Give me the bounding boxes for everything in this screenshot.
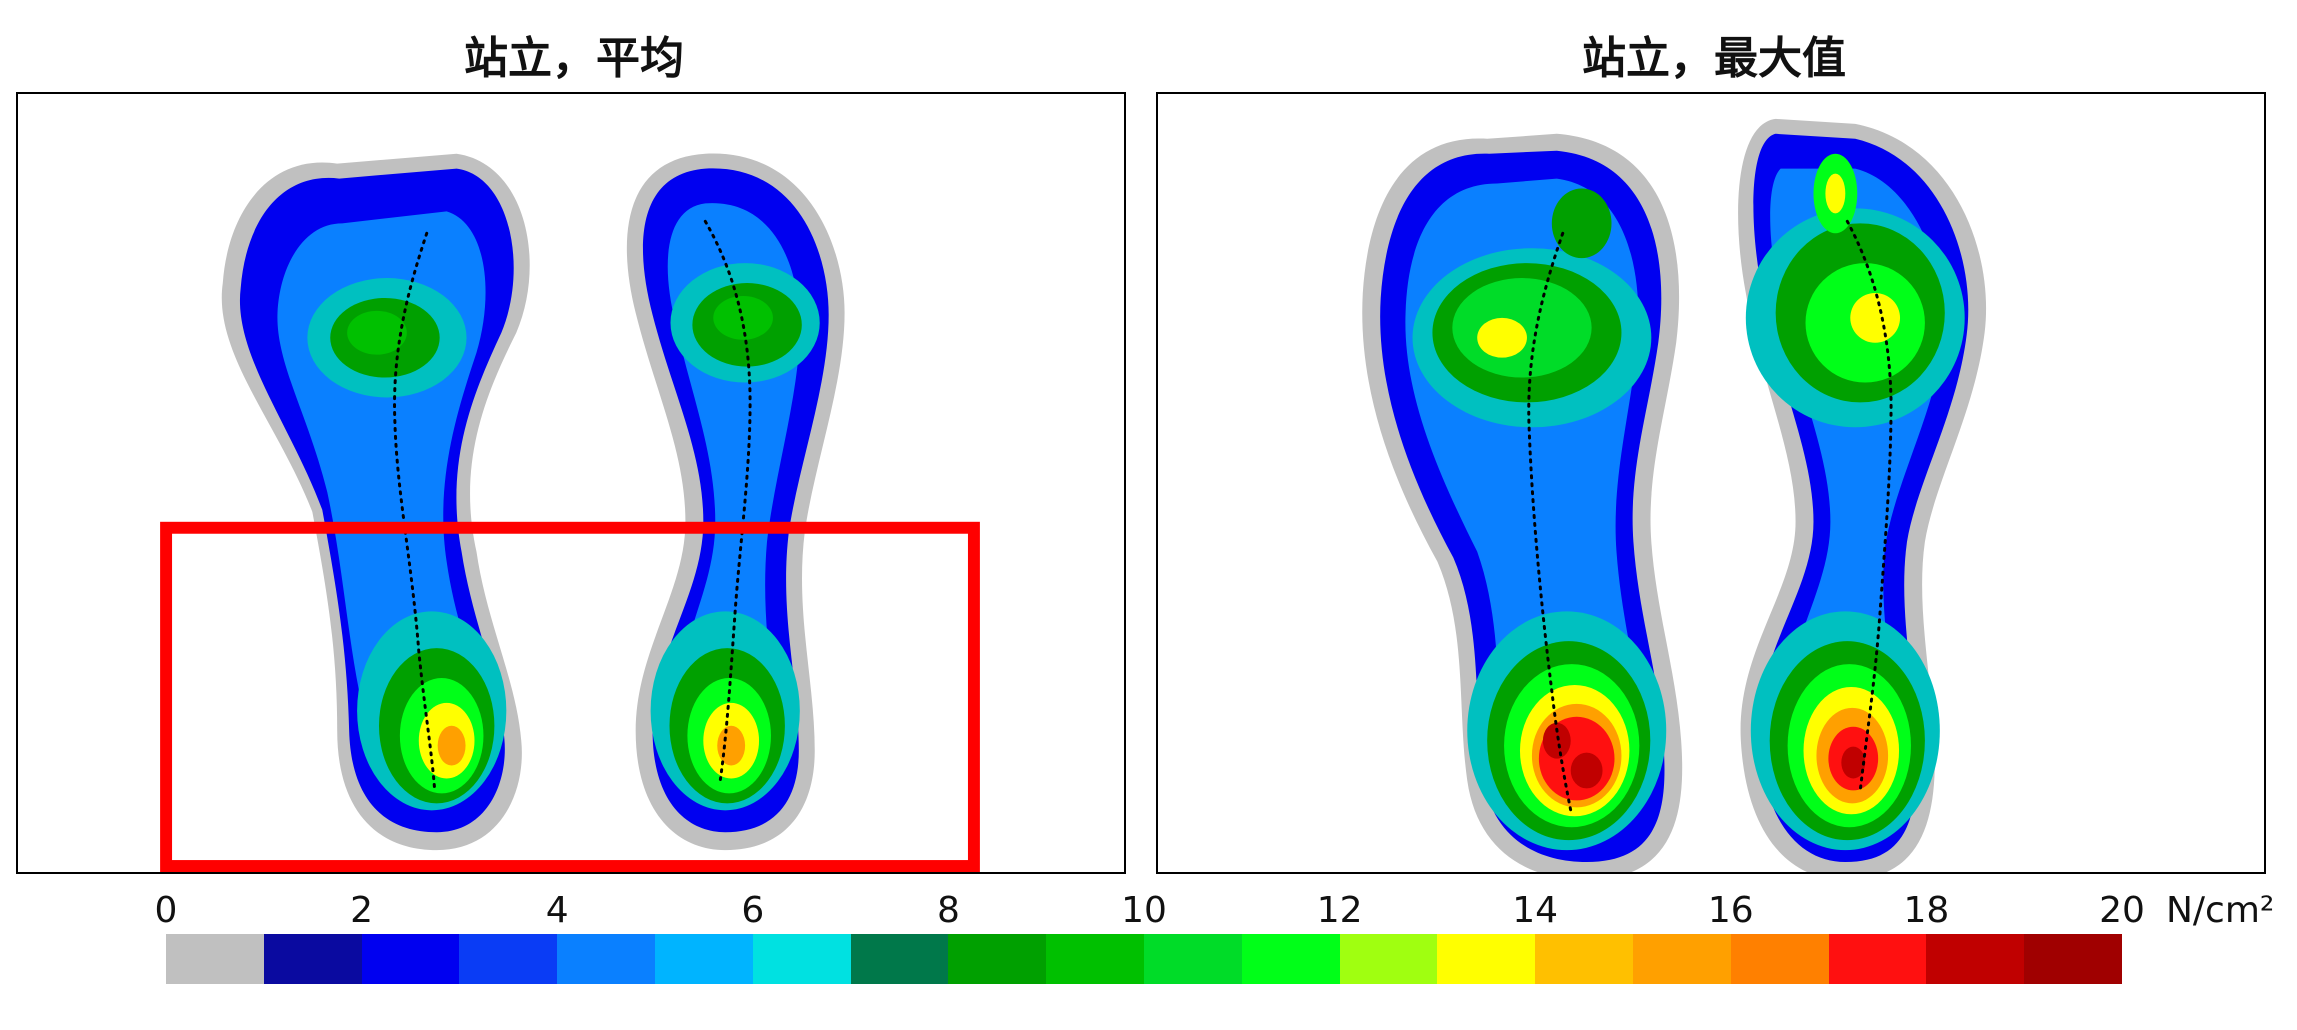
colorbar-swatch — [948, 934, 1047, 984]
colorbar-tick-label: 8 — [936, 890, 960, 931]
colorbar-swatch — [752, 934, 851, 984]
colorbar-tick-label: 0 — [154, 890, 178, 931]
colorbar-swatch — [850, 934, 949, 984]
left-foot-max-cop-trace — [1527, 231, 1574, 817]
colorbar-swatch — [1632, 934, 1731, 984]
average-pressure-map — [160, 153, 980, 872]
colorbar-swatch — [1241, 934, 1340, 984]
colorbar-tick-label: 10 — [1121, 890, 1167, 931]
colorbar-tick-label: 16 — [1707, 890, 1754, 931]
colorbar-swatch — [557, 934, 655, 984]
colorbar-swatch — [1926, 934, 2025, 984]
pressure-colorbar — [166, 934, 2122, 984]
colorbar-swatch — [2024, 934, 2122, 984]
max-pressure-panel — [1156, 92, 2266, 874]
colorbar-tick-label: 2 — [350, 890, 374, 931]
colorbar-swatch — [459, 934, 558, 984]
colorbar-swatch — [1535, 934, 1633, 984]
left-panel-title: 站立，平均 — [464, 33, 684, 84]
colorbar-swatch — [361, 934, 460, 984]
colorbar-swatch — [654, 934, 753, 984]
colorbar-swatch — [166, 934, 264, 984]
colorbar-tick-label: 6 — [741, 890, 765, 931]
left-foot-cop-trace — [393, 231, 437, 792]
right-foot-cop-trace — [703, 219, 752, 782]
colorbar-swatch — [263, 934, 362, 984]
colorbar-tick-label: 20 — [2099, 890, 2145, 931]
colorbar-tick-label: 14 — [1512, 890, 1559, 931]
colorbar-tick-label: 4 — [545, 890, 569, 931]
colorbar-swatch — [1730, 934, 1829, 984]
right-foot-average — [626, 153, 845, 851]
colorbar-tick-label: 18 — [1903, 890, 1950, 931]
max-pressure-map — [1362, 118, 1987, 872]
rearfoot-highlight-box — [160, 521, 980, 872]
colorbar-swatch — [1828, 934, 1927, 984]
colorbar-tick-label: 12 — [1316, 890, 1363, 931]
right-panel-title: 站立，最大值 — [1582, 33, 1846, 84]
right-foot-max — [1738, 118, 1987, 872]
right-foot-max-cop-trace — [1845, 219, 1893, 792]
colorbar-swatch — [1437, 934, 1536, 984]
colorbar-swatch — [1143, 934, 1242, 984]
left-foot-average — [221, 153, 530, 851]
average-pressure-panel — [16, 92, 1126, 874]
left-foot-max — [1362, 133, 1683, 872]
colorbar-swatch — [1046, 934, 1144, 984]
colorbar-unit: N/cm² — [2166, 890, 2275, 931]
colorbar-swatch — [1339, 934, 1438, 984]
